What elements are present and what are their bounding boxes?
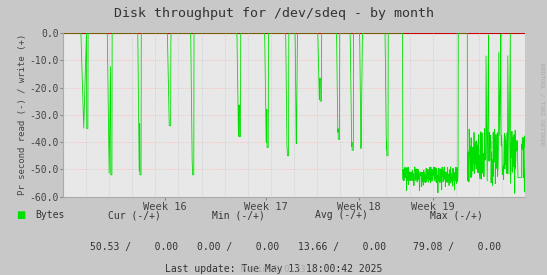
Text: RRDTOOL / TOBI OETIKER: RRDTOOL / TOBI OETIKER [539, 63, 544, 146]
Text: Disk throughput for /dev/sdeq - by month: Disk throughput for /dev/sdeq - by month [113, 7, 434, 20]
Text: Min (-/+): Min (-/+) [212, 210, 264, 220]
Text: Cur (-/+): Cur (-/+) [108, 210, 160, 220]
Text: 50.53 /    0.00: 50.53 / 0.00 [90, 242, 178, 252]
Text: Munin 2.0.73: Munin 2.0.73 [241, 265, 306, 274]
Y-axis label: Pr second read (-) / write (+): Pr second read (-) / write (+) [18, 34, 27, 196]
Text: Avg (-/+): Avg (-/+) [316, 210, 368, 220]
Text: Bytes: Bytes [36, 210, 65, 220]
Text: 13.66 /    0.00: 13.66 / 0.00 [298, 242, 386, 252]
Text: 79.08 /    0.00: 79.08 / 0.00 [412, 242, 501, 252]
Text: Last update: Tue May 13 18:00:42 2025: Last update: Tue May 13 18:00:42 2025 [165, 264, 382, 274]
Text: Max (-/+): Max (-/+) [430, 210, 483, 220]
Text: ■: ■ [16, 210, 26, 220]
Text: 0.00 /    0.00: 0.00 / 0.00 [197, 242, 279, 252]
